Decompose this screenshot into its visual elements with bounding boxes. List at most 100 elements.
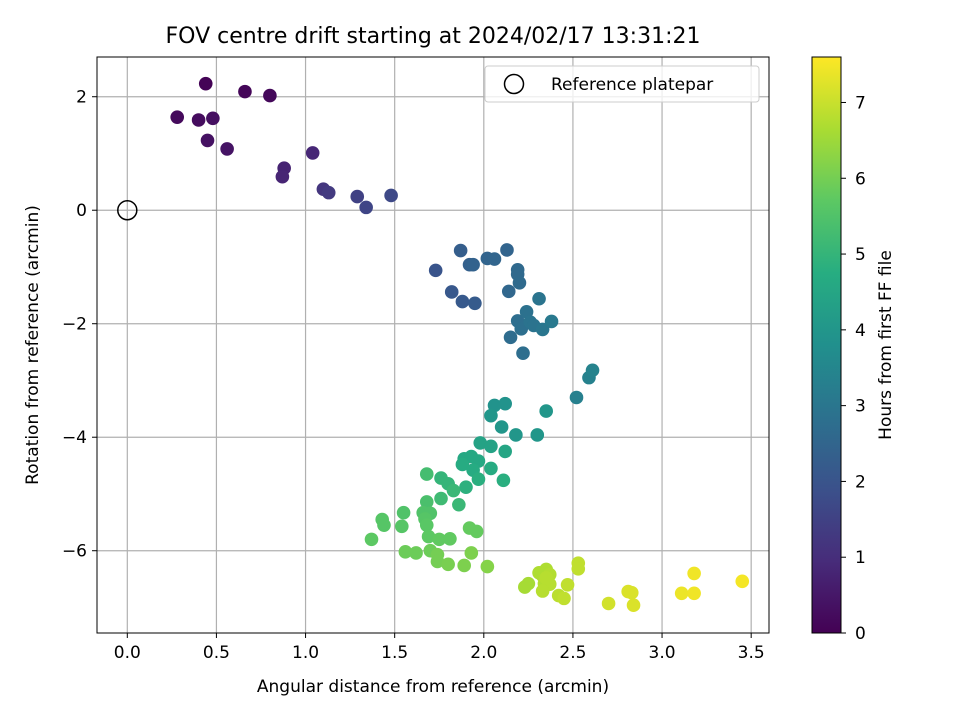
data-point (350, 189, 365, 204)
data-point (198, 76, 213, 91)
data-point (494, 420, 509, 434)
y-tick-label: −4 (62, 428, 87, 448)
data-point (530, 428, 545, 442)
x-axis-label: Angular distance from reference (arcmin) (257, 677, 609, 697)
data-point (364, 532, 379, 547)
data-point (455, 294, 470, 309)
data-point (434, 491, 448, 506)
data-points (170, 76, 750, 612)
x-tick-label: 2.0 (470, 643, 497, 663)
data-point (321, 185, 336, 200)
data-point (535, 584, 550, 598)
legend-reference-marker (503, 73, 525, 95)
data-point (377, 518, 391, 532)
y-axis-label: Rotation from reference (arcmin) (23, 205, 43, 485)
data-point (359, 200, 373, 215)
data-point (687, 586, 701, 601)
data-point (503, 330, 518, 345)
data-point (539, 571, 553, 585)
data-point (170, 110, 185, 124)
data-point (512, 276, 527, 290)
data-point (539, 404, 553, 418)
data-point (624, 585, 639, 600)
data-point (471, 472, 486, 487)
x-tick-label: 1.5 (381, 643, 408, 663)
data-point (409, 546, 423, 560)
colorbar: 0 1 2 3 4 5 6 7 Hours from first FF file (811, 56, 896, 644)
data-point (473, 436, 488, 450)
data-point (384, 188, 398, 203)
reference-marker-layer (117, 199, 138, 221)
data-point (500, 243, 514, 257)
data-point (443, 531, 457, 546)
data-point (501, 284, 516, 299)
colorbar-tick-label: 4 (855, 321, 866, 341)
data-point (263, 88, 277, 103)
data-point (457, 558, 471, 573)
data-point (535, 322, 550, 337)
data-point (452, 497, 466, 512)
data-point (396, 505, 411, 520)
y-tick-label: 0 (76, 201, 87, 221)
data-point (432, 532, 447, 547)
data-point (509, 428, 523, 442)
x-tick-label: 3.0 (649, 643, 676, 663)
data-point (206, 111, 220, 126)
colorbar-tick-label: 0 (855, 624, 866, 644)
data-point (459, 480, 473, 494)
colorbar-tick-label: 5 (855, 245, 866, 265)
y-axis-ticks: −6 −4 −2 0 2 (62, 88, 97, 562)
data-point (421, 529, 436, 544)
data-point (455, 457, 470, 472)
plot-area-frame (96, 56, 770, 634)
chart-title: FOV centre drift starting at 2024/02/17 … (166, 24, 701, 49)
data-point (430, 554, 445, 569)
colorbar-tick-label: 1 (855, 548, 866, 568)
colorbar-ticks: 0 1 2 3 4 5 6 7 (841, 93, 866, 644)
data-point (487, 398, 502, 413)
data-point (498, 444, 512, 459)
y-tick-label: −2 (62, 315, 87, 335)
reference-platepar-marker (117, 199, 138, 221)
x-tick-label: 2.5 (559, 643, 586, 663)
data-point (601, 596, 616, 611)
data-point (521, 576, 536, 591)
legend: Reference platepar (484, 65, 760, 103)
data-point (275, 169, 290, 184)
colorbar-tick-label: 7 (855, 93, 866, 113)
data-point (626, 598, 641, 612)
data-point (200, 133, 215, 148)
x-tick-label: 0.0 (114, 643, 141, 663)
data-point (484, 408, 498, 423)
data-point (544, 314, 559, 329)
colorbar-tick-label: 6 (855, 169, 866, 189)
data-point (441, 557, 455, 572)
data-point (395, 519, 409, 534)
data-point (496, 473, 511, 488)
data-point (498, 396, 512, 411)
data-point (532, 291, 546, 306)
legend-box (484, 65, 760, 103)
x-tick-label: 3.5 (738, 643, 765, 663)
data-point (466, 257, 480, 272)
data-point (557, 591, 571, 606)
data-point (585, 363, 600, 378)
data-point (464, 546, 479, 560)
legend-label-reference: Reference platepar (551, 75, 713, 95)
data-point (484, 439, 498, 454)
x-tick-label: 1.0 (292, 643, 319, 663)
data-point (516, 346, 530, 361)
data-point (560, 577, 575, 592)
y-tick-label: 2 (76, 88, 87, 108)
data-point (519, 305, 534, 319)
data-point (735, 574, 750, 589)
data-point (484, 461, 498, 476)
data-point (569, 390, 584, 405)
data-point (571, 562, 586, 576)
colorbar-tick-label: 3 (855, 397, 866, 417)
data-point (419, 518, 434, 532)
data-point (398, 545, 413, 559)
data-point (468, 296, 482, 311)
data-point (238, 84, 252, 99)
y-tick-label: −6 (62, 542, 87, 562)
